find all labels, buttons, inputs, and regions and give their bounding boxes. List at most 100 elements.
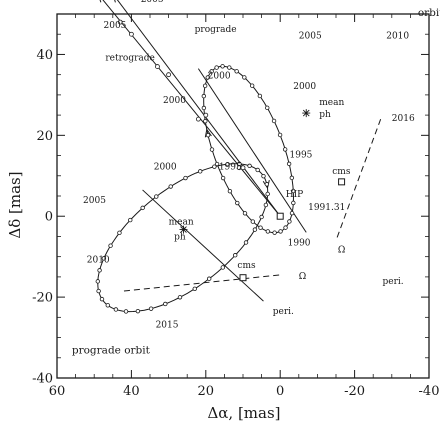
y-tick-label: 20 xyxy=(36,129,53,144)
orbit-marker xyxy=(264,182,270,187)
annotation-label: mean xyxy=(319,98,344,108)
orbit-marker xyxy=(201,105,207,111)
annotation-label: mean xyxy=(169,217,194,227)
orbit-path-retrograde xyxy=(203,65,295,234)
orbit-marker xyxy=(265,229,271,234)
annotation-label: cms xyxy=(332,167,351,177)
orbit-marker xyxy=(148,306,154,311)
orbit-marker xyxy=(123,309,129,314)
orbit-marker xyxy=(291,200,296,206)
y-tick-label: -20 xyxy=(32,291,53,306)
y-tick-label: 40 xyxy=(36,48,53,63)
orbit-marker xyxy=(283,225,288,230)
prograde-apsidal-line xyxy=(142,189,264,302)
orbit-marker xyxy=(271,118,277,124)
annotation-label: 2000 xyxy=(208,72,231,82)
orbit-marker xyxy=(257,93,263,99)
retrograde-apsidal-line xyxy=(197,68,307,233)
annotation-label: cms xyxy=(237,261,256,271)
orbit-marker xyxy=(128,217,133,223)
orbit-marker xyxy=(261,173,266,179)
prograde-node-line xyxy=(123,274,281,292)
motion-year-marker xyxy=(195,116,201,122)
orbit-marker xyxy=(214,65,219,70)
annotation-label: peri. xyxy=(273,307,294,317)
orbit-marker xyxy=(154,194,159,199)
orbit-marker xyxy=(235,200,240,206)
orbit-marker xyxy=(205,132,211,138)
orbit-marker xyxy=(258,225,263,230)
annotation-label: 1990 xyxy=(288,239,311,249)
orbit-marker xyxy=(250,219,256,224)
motion-year-marker xyxy=(203,112,209,118)
orbit-marker xyxy=(278,229,283,234)
orbit-marker xyxy=(96,288,101,294)
orbit-marker xyxy=(101,256,107,261)
motion-year-marker xyxy=(166,72,172,78)
orbit-marker xyxy=(227,65,232,70)
annotation-label: retrograde xyxy=(418,0,440,3)
orbit-marker xyxy=(247,163,252,169)
orbit-marker xyxy=(163,301,168,307)
orbit-marker xyxy=(214,161,220,167)
mean-ph-pro xyxy=(179,225,188,234)
annotation-label: ph xyxy=(319,110,331,120)
orbit-marker xyxy=(95,279,101,284)
orbit-marker xyxy=(168,184,173,189)
orbit-marker xyxy=(242,211,248,216)
orbit-marker xyxy=(252,227,258,232)
special-points xyxy=(179,109,346,282)
annotation-label: 1995 xyxy=(290,151,313,161)
orbit-marker xyxy=(105,303,111,308)
cms-retro xyxy=(338,178,346,186)
orbit-marker xyxy=(197,169,203,174)
orbit-marker xyxy=(255,167,260,173)
mean-ph-retro xyxy=(302,109,311,118)
annotation-label: 2005 xyxy=(83,196,106,206)
annotation-label: 2000 xyxy=(163,96,186,106)
plot-frame xyxy=(56,13,430,379)
motion-year-marker xyxy=(128,31,134,37)
orbit-marker xyxy=(108,243,113,248)
orbit-marker xyxy=(97,268,102,273)
annotation-label: 2010 xyxy=(87,256,110,266)
annotation-label: 2000 xyxy=(154,163,177,173)
orbit-marker xyxy=(282,147,288,152)
annotation-label: ph xyxy=(174,233,186,243)
orbit-marker xyxy=(272,230,277,235)
y-tick-label: -40 xyxy=(32,372,53,387)
orbit-marker xyxy=(289,210,295,216)
x-axis-title: Δα, [mas] xyxy=(207,404,280,422)
annotation-label: 1991.31 xyxy=(308,203,345,213)
orbit-marker xyxy=(259,214,264,220)
annotation-label: retrograde xyxy=(105,54,154,64)
y-tick-label: 0 xyxy=(45,210,53,225)
annotation-label: peri. xyxy=(383,277,404,287)
plot-border xyxy=(56,13,430,379)
orbit-marker xyxy=(291,188,296,194)
x-tick-label: -40 xyxy=(419,384,440,399)
x-tick-label: 60 xyxy=(49,384,66,399)
orbit-marker xyxy=(277,132,283,138)
annotation-label: 2010 xyxy=(386,31,409,41)
orbit-marker xyxy=(140,205,145,211)
motion-year-marker xyxy=(155,64,160,69)
orbit-marker xyxy=(242,75,247,80)
annotation-label: 2005 xyxy=(299,31,322,41)
orbit-marker xyxy=(117,230,122,236)
orbit-marker xyxy=(220,265,226,270)
annotation-label: 2005 xyxy=(141,0,164,5)
orbit-marker xyxy=(243,240,249,245)
motion-line-inner xyxy=(116,0,281,217)
annotation-label: prograde orbit xyxy=(72,345,151,357)
annotation-label: prograde xyxy=(195,25,237,35)
annotation-label: HIP xyxy=(286,190,303,200)
annotation-label: 2015 xyxy=(156,320,179,330)
orbit-marker xyxy=(234,69,239,74)
orbit-marker xyxy=(225,161,230,167)
orbit-marker xyxy=(203,118,208,124)
cms-pro xyxy=(239,274,247,282)
year-markers xyxy=(95,19,296,314)
orbit-marker xyxy=(135,308,141,314)
